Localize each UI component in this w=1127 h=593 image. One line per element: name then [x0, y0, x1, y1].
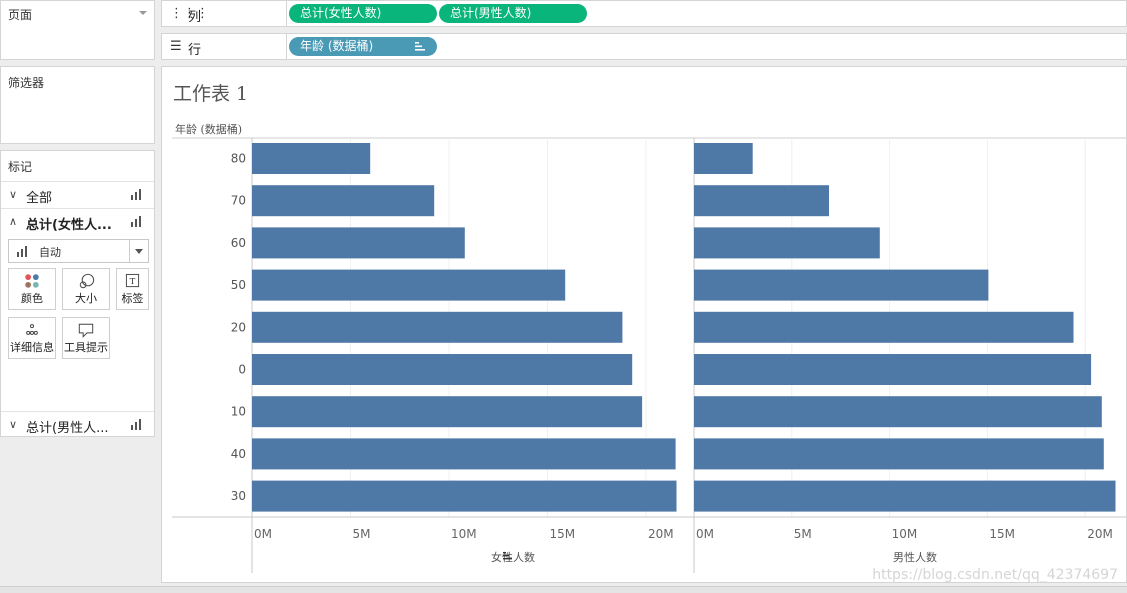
row-label: 80 [231, 152, 246, 166]
marks-pane: 标记 ∨ 全部 ∧ 总计(女性人... 自动 颜色 [0, 150, 155, 437]
row-pill-label: 年龄 (数据桶) [300, 39, 374, 53]
marks-row-all[interactable]: ∨ 全部 [1, 181, 154, 207]
label-card[interactable]: T 标签 [116, 268, 149, 310]
row-label: 40 [231, 447, 246, 461]
bar-male [694, 438, 1104, 470]
label-card-label: 标签 [121, 292, 144, 305]
marks-male-label: 总计(男性人... [26, 421, 109, 436]
chevron-up-icon[interactable]: ∧ [9, 215, 18, 228]
columns-shelf[interactable]: ⋮⋮⋮ 列 总计(女性人数) 总计(男性人数) [161, 0, 1127, 27]
sort-descending-icon[interactable] [415, 42, 425, 51]
sort-icon[interactable] [503, 552, 512, 560]
mark-type-dropdown[interactable]: 自动 [8, 239, 149, 263]
bar-male [694, 143, 753, 174]
x-tick-label: 5M [353, 527, 371, 541]
size-icon [79, 273, 95, 289]
bar-female [252, 311, 623, 343]
row-label: 0 [238, 363, 246, 377]
size-card[interactable]: 大小 [62, 268, 110, 310]
bar-male [694, 396, 1102, 428]
worksheet-view[interactable]: 工作表 1 年龄 (数据桶) 0M 5M 10M 15M 20M 0M 5M 10M 15M 20… [161, 66, 1127, 583]
tooltip-card[interactable]: 工具提示 [62, 317, 110, 359]
columns-shelf-header: ⋮⋮⋮ 列 [162, 1, 287, 26]
bar-female [252, 269, 566, 301]
bar-female [252, 438, 676, 470]
marks-all-label: 全部 [26, 191, 53, 206]
bar-female [252, 480, 677, 512]
x-tick-label: 15M [989, 527, 1015, 541]
row-label: 60 [231, 236, 246, 250]
bar-male [694, 227, 880, 259]
row-label: 20 [231, 320, 246, 334]
tooltip-card-label: 工具提示 [64, 341, 108, 354]
rows-shelf[interactable]: ☰ 行 年龄 (数据桶) [161, 33, 1127, 60]
x-tick-label: 0M [696, 527, 714, 541]
bar-female [252, 143, 371, 174]
rows-shelf-label: 行 [188, 43, 202, 58]
column-pill-male[interactable]: 总计(男性人数) [439, 4, 587, 23]
bar-mark-icon [131, 216, 145, 227]
rows-icon: ☰ [170, 39, 182, 54]
bar-mark-icon [131, 419, 145, 430]
color-card-label: 颜色 [21, 292, 43, 305]
column-pill-female[interactable]: 总计(女性人数) [289, 4, 437, 23]
chevron-down-icon[interactable]: ∨ [9, 418, 18, 431]
marks-row-female[interactable]: ∧ 总计(女性人... [1, 208, 154, 234]
bar-chart: 工作表 1 年龄 (数据桶) 0M 5M 10M 15M 20M 0M 5M 10M 15M 20… [172, 83, 1126, 582]
bar-male [694, 354, 1092, 385]
dropdown-divider [129, 240, 130, 262]
row-label: 30 [231, 489, 246, 503]
row-header-label: 年龄 (数据桶) [175, 122, 242, 136]
chevron-down-icon[interactable]: ∨ [9, 188, 18, 201]
x-axis-title-male: 男性人数 [893, 550, 937, 564]
marks-pane-title: 标记 [8, 160, 33, 174]
color-card[interactable]: 颜色 [8, 268, 56, 310]
columns-icon: ⋮⋮⋮ [170, 6, 209, 21]
x-tick-label: 20M [648, 527, 674, 541]
x-tick-label: 10M [892, 527, 918, 541]
size-card-label: 大小 [75, 292, 97, 305]
filters-pane[interactable]: 筛选器 [0, 66, 155, 144]
bar-female [252, 185, 435, 217]
x-tick-label: 15M [550, 527, 576, 541]
pages-pane-title: 页面 [8, 8, 33, 22]
svg-text:T: T [130, 276, 136, 286]
mark-type-value: 自动 [39, 246, 61, 259]
bar-mark-icon [17, 246, 31, 257]
status-bar [0, 586, 1127, 593]
bar-female [252, 227, 465, 259]
pages-pane[interactable]: 页面 [0, 0, 155, 60]
label-icon: T [125, 273, 140, 288]
x-tick-label: 5M [794, 527, 812, 541]
marks-female-label: 总计(女性人... [26, 218, 112, 233]
detail-card-label: 详细信息 [10, 341, 54, 354]
row-label: 50 [231, 278, 246, 292]
x-tick-label: 10M [451, 527, 477, 541]
detail-card[interactable]: 详细信息 [8, 317, 56, 359]
detail-icon [26, 324, 38, 335]
bar-male [694, 269, 989, 301]
bar-male [694, 185, 829, 217]
chevron-down-icon[interactable] [135, 249, 143, 254]
bar-mark-icon [131, 189, 145, 200]
bar-male [694, 480, 1116, 512]
color-icon [25, 274, 39, 288]
columns-shelf-label: 列 [188, 10, 202, 25]
pages-dropdown-icon[interactable] [139, 11, 147, 15]
marks-row-male[interactable]: ∨ 总计(男性人... [1, 411, 154, 437]
row-label: 70 [231, 194, 246, 208]
filters-pane-title: 筛选器 [8, 76, 45, 90]
row-pill-age-bin[interactable]: 年龄 (数据桶) [289, 37, 437, 56]
x-tick-label: 20M [1087, 527, 1113, 541]
bar-male [694, 311, 1074, 343]
watermark: https://blog.csdn.net/qq_42374697 [872, 567, 1118, 582]
x-tick-label: 0M [254, 527, 272, 541]
worksheet-title: 工作表 1 [173, 83, 248, 105]
bar-female [252, 354, 633, 385]
tooltip-icon [78, 323, 94, 338]
bar-female [252, 396, 643, 428]
rows-shelf-header: ☰ 行 [162, 34, 287, 59]
x-axis-title-female: 女性人数 [491, 550, 535, 564]
row-label: 10 [231, 405, 246, 419]
